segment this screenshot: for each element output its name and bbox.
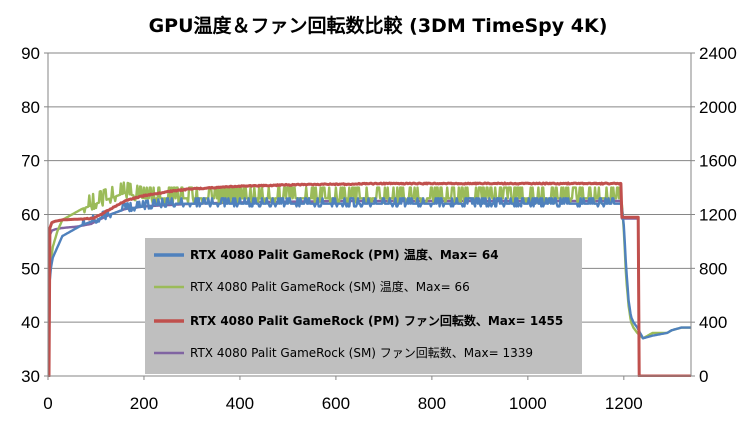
- y2-tick-label: 1600: [699, 152, 737, 171]
- y-tick-label: 50: [21, 259, 40, 278]
- y2-tick-label: 400: [699, 313, 727, 332]
- axes: 30 40 50 60 70 80 90 0 400 800 1200 1600 2000 2400 0 20…: [21, 44, 737, 413]
- series-line: [48, 197, 691, 340]
- y-tick-label: 80: [21, 98, 40, 117]
- legend: RTX 4080 Palit GameRock (PM) 温度、Max= 64 R…: [145, 238, 582, 374]
- y2-tick-label: 2000: [699, 98, 737, 117]
- y-tick-label: 70: [21, 152, 40, 171]
- x-tick-label: 600: [322, 394, 350, 413]
- y2-tick-label: 2400: [699, 44, 737, 63]
- x-tick-label: 800: [418, 394, 446, 413]
- y2-tick-label: 800: [699, 259, 727, 278]
- legend-label: RTX 4080 Palit GameRock (SM) 温度、Max= 66: [190, 279, 470, 294]
- x-tick-label: 400: [226, 394, 254, 413]
- y2-tick-label: 0: [699, 367, 708, 386]
- x-tick-label: 0: [43, 394, 52, 413]
- y-tick-label: 60: [21, 206, 40, 225]
- series-layer: [48, 181, 691, 377]
- x-tick-label: 200: [130, 394, 158, 413]
- x-tick-label: 1200: [605, 394, 643, 413]
- y-tick-label: 40: [21, 313, 40, 332]
- legend-label: RTX 4080 Palit GameRock (SM) ファン回転数、Max=…: [190, 345, 533, 360]
- legend-box: [145, 238, 582, 374]
- legend-label: RTX 4080 Palit GameRock (PM) ファン回転数、Max=…: [190, 313, 563, 328]
- legend-label: RTX 4080 Palit GameRock (PM) 温度、Max= 64: [190, 247, 499, 262]
- series-line: [48, 181, 691, 377]
- y-tick-label: 90: [21, 44, 40, 63]
- chart-title: GPU温度＆ファン回転数比較 (3DM TimeSpy 4K): [149, 14, 608, 37]
- y-tick-label: 30: [21, 367, 40, 386]
- y2-tick-label: 1200: [699, 206, 737, 225]
- x-tick-label: 1000: [509, 394, 547, 413]
